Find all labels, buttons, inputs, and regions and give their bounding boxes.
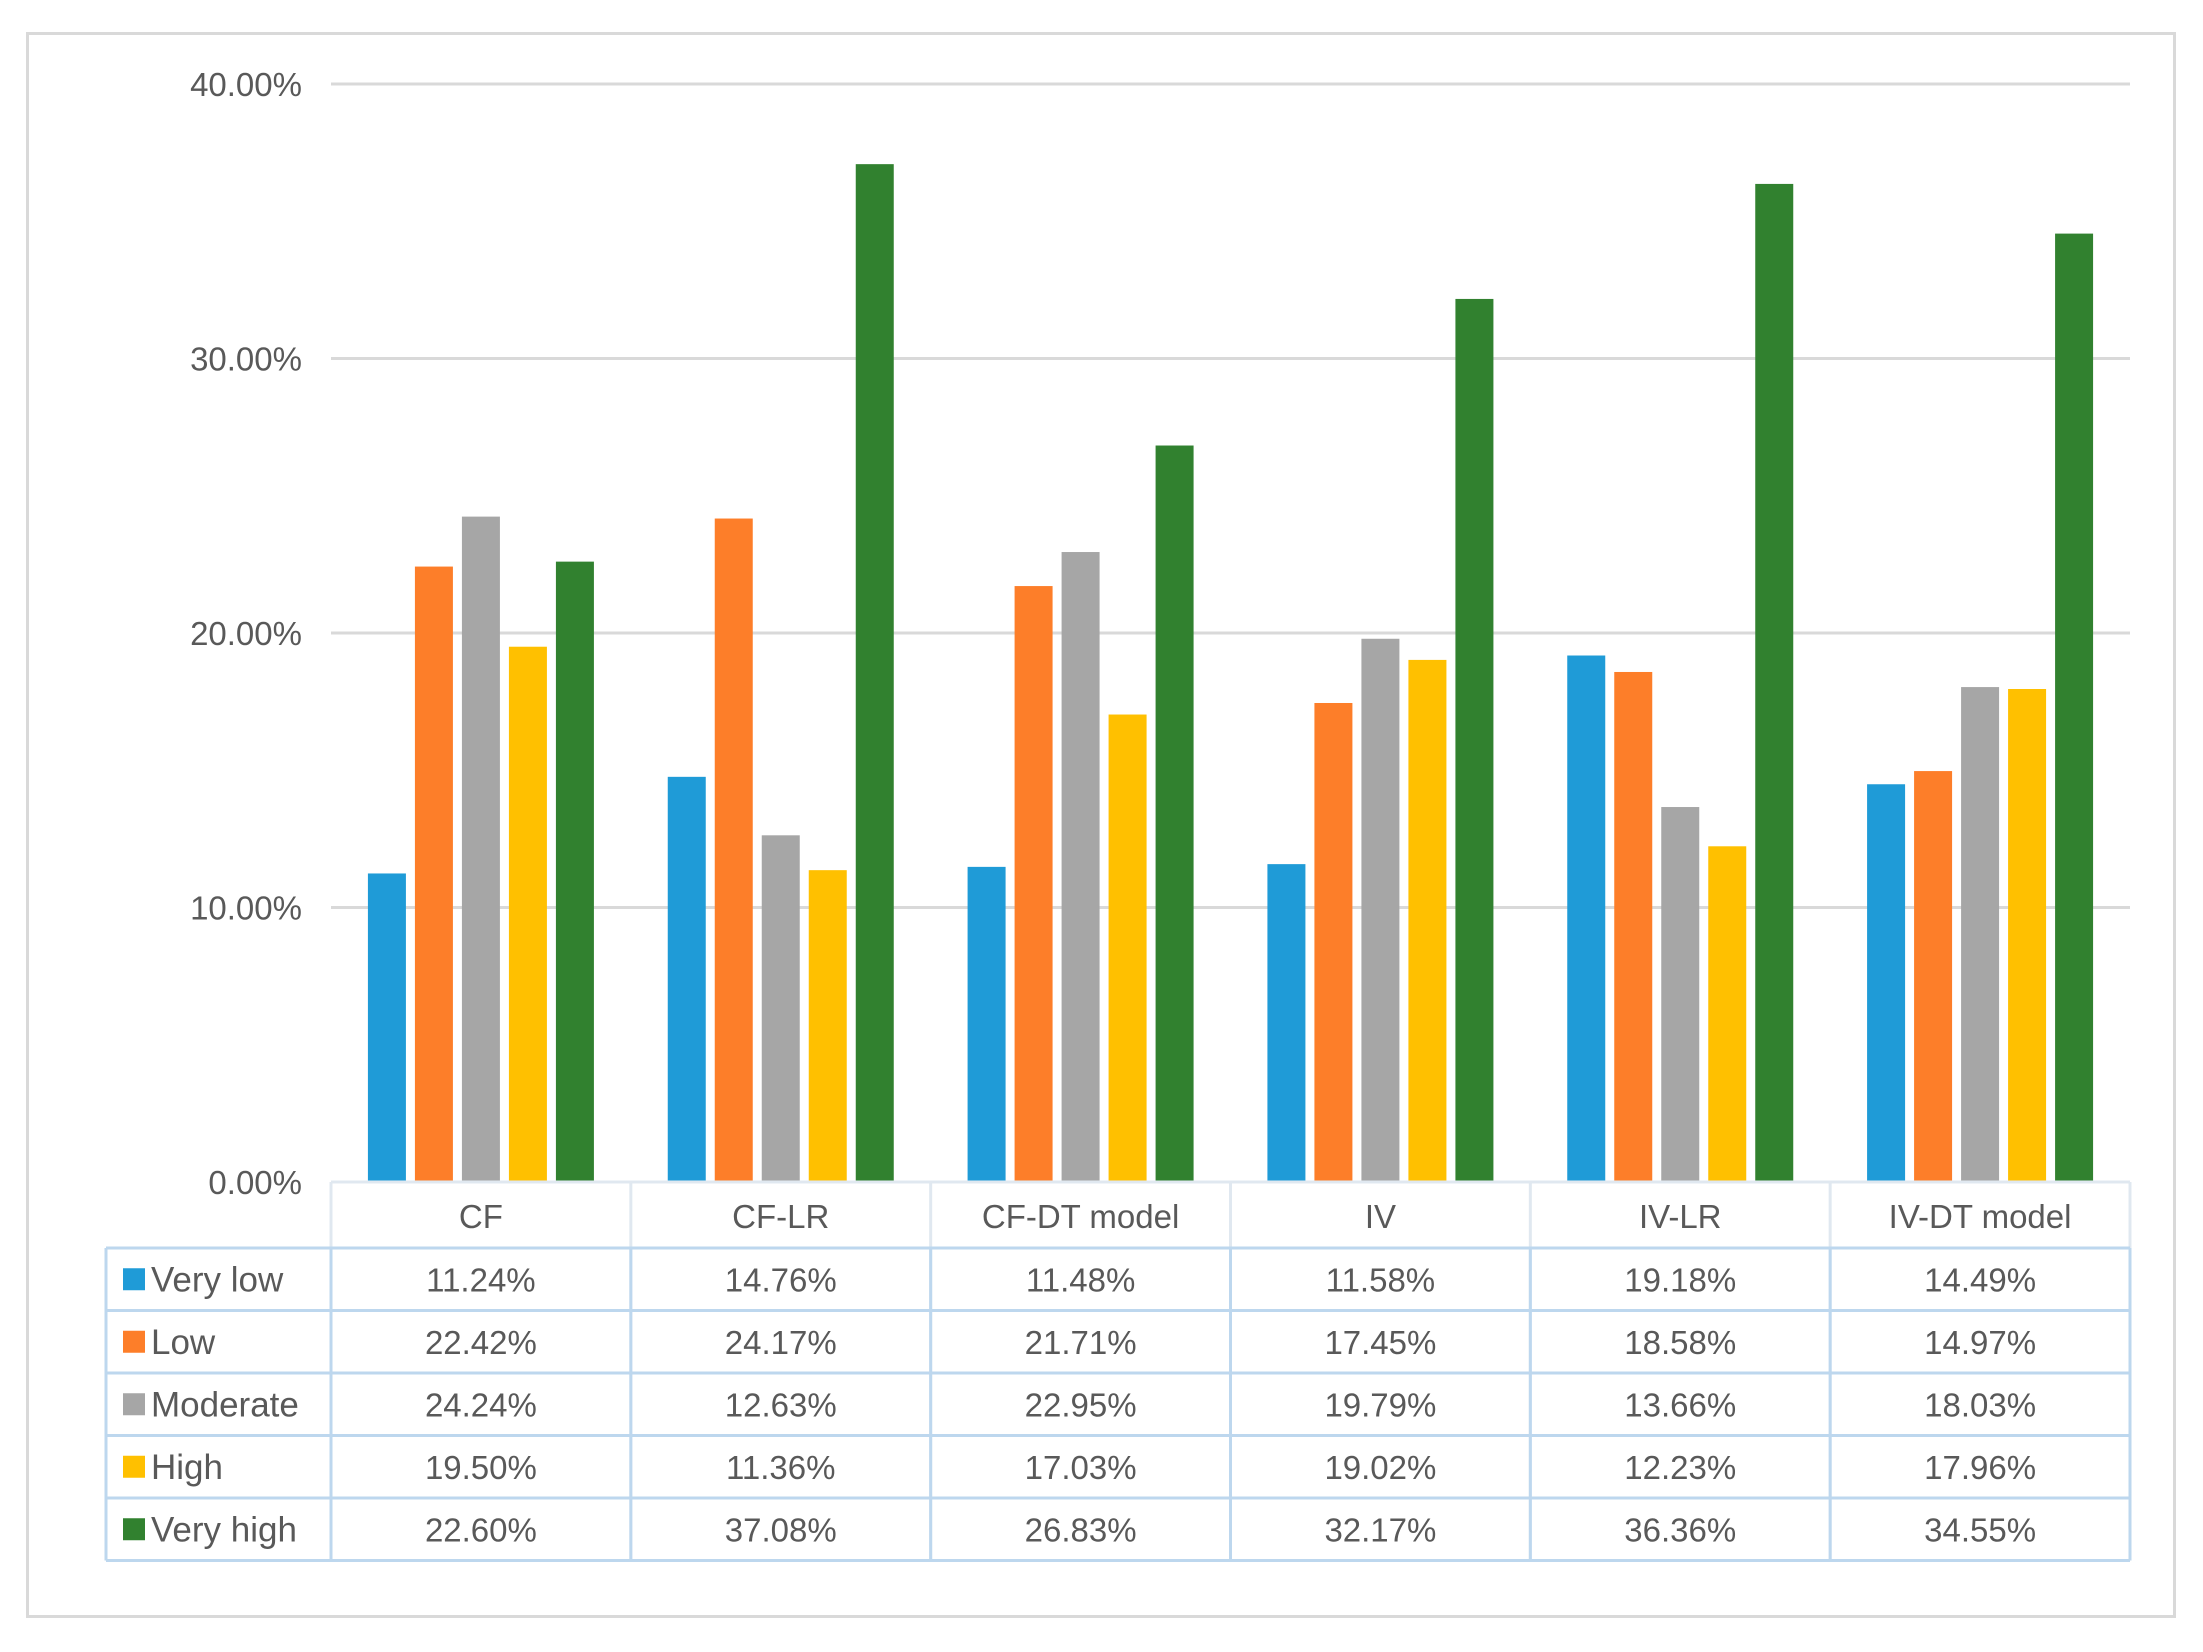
bar: [808, 870, 847, 1182]
bar: [414, 566, 453, 1182]
table-cell-value: 18.03%: [1924, 1386, 2036, 1423]
table-cell-value: 11.58%: [1326, 1261, 1435, 1298]
table-cell-value: 22.42%: [425, 1324, 537, 1361]
category-label: CF: [459, 1198, 503, 1235]
bar: [1314, 702, 1353, 1182]
table-cell-value: 17.03%: [1025, 1449, 1137, 1486]
y-tick-label: 20.00%: [190, 615, 302, 652]
table-cell-value: 22.60%: [425, 1511, 537, 1548]
table-cell-value: 12.63%: [725, 1386, 837, 1423]
legend-swatch: [123, 1455, 145, 1478]
bar: [367, 873, 406, 1182]
y-tick-label: 30.00%: [190, 341, 302, 378]
table-cell-value: 19.50%: [425, 1449, 537, 1486]
table-cell-value: 19.18%: [1624, 1261, 1736, 1298]
legend-swatch: [123, 1518, 145, 1541]
table-cell-value: 19.79%: [1324, 1386, 1436, 1423]
table-cell-value: 26.83%: [1025, 1511, 1137, 1548]
table-cell-value: 14.76%: [725, 1261, 837, 1298]
bar: [1108, 714, 1147, 1182]
bar: [1567, 655, 1606, 1182]
bar: [1361, 638, 1400, 1182]
table-cell-value: 11.24%: [426, 1261, 535, 1298]
table-cell-value: 36.36%: [1624, 1511, 1736, 1548]
category-label: IV: [1365, 1198, 1396, 1235]
category-label: IV-DT model: [1889, 1198, 2072, 1235]
bar: [667, 776, 706, 1182]
table-cell-value: 24.24%: [425, 1386, 537, 1423]
bar: [555, 561, 594, 1182]
bar: [2008, 688, 2047, 1182]
table-cell-value: 19.02%: [1324, 1449, 1436, 1486]
legend-swatch: [123, 1330, 145, 1353]
legend-label: Low: [151, 1323, 216, 1362]
bar: [1961, 687, 2000, 1182]
bar: [1661, 807, 1700, 1182]
bar: [1014, 586, 1053, 1182]
bar: [1867, 784, 1906, 1182]
bar: [1708, 846, 1747, 1182]
table-cell-value: 17.96%: [1924, 1449, 2036, 1486]
table-cell-value: 24.17%: [725, 1324, 837, 1361]
bar: [714, 518, 753, 1182]
bar: [508, 646, 547, 1182]
bar: [761, 835, 800, 1182]
category-label: CF-DT model: [982, 1198, 1179, 1235]
table-cell-value: 32.17%: [1324, 1511, 1436, 1548]
bar: [1455, 298, 1494, 1183]
table-cell-value: 11.48%: [1026, 1261, 1135, 1298]
table-cell-value: 14.97%: [1924, 1324, 2036, 1361]
bar: [855, 164, 894, 1183]
bar: [1614, 671, 1653, 1182]
bar: [967, 866, 1006, 1182]
bar: [1755, 183, 1794, 1183]
table-cell-value: 34.55%: [1924, 1511, 2036, 1548]
bar: [1914, 771, 1953, 1182]
table-cell-value: 37.08%: [725, 1511, 837, 1548]
legend-swatch: [123, 1393, 145, 1416]
y-tick-label: 40.00%: [190, 66, 302, 103]
legend-label: Very low: [151, 1260, 284, 1299]
table-cell-value: 13.66%: [1624, 1386, 1736, 1423]
table-cell-value: 14.49%: [1924, 1261, 2036, 1298]
table-cell-value: 12.23%: [1624, 1449, 1736, 1486]
bar: [1155, 445, 1194, 1183]
category-label: IV-LR: [1639, 1198, 1722, 1235]
y-tick-label: 10.00%: [190, 890, 302, 927]
bar: [1408, 659, 1447, 1182]
chart-frame: [26, 32, 2176, 1618]
bar: [2055, 233, 2094, 1183]
bar: [461, 516, 500, 1182]
table-cell-value: 11.36%: [726, 1449, 835, 1486]
table-cell-value: 17.45%: [1324, 1324, 1436, 1361]
legend-label: Very high: [151, 1510, 297, 1549]
table-cell-value: 22.95%: [1025, 1386, 1137, 1423]
category-label: CF-LR: [732, 1198, 829, 1235]
table-cell-value: 21.71%: [1025, 1324, 1137, 1361]
legend-label: High: [151, 1448, 223, 1487]
bar: [1267, 864, 1306, 1182]
legend-swatch: [123, 1268, 145, 1291]
bar: [1061, 552, 1100, 1182]
legend-label: Moderate: [151, 1385, 299, 1424]
y-tick-label: 0.00%: [208, 1164, 302, 1201]
table-cell-value: 18.58%: [1624, 1324, 1736, 1361]
